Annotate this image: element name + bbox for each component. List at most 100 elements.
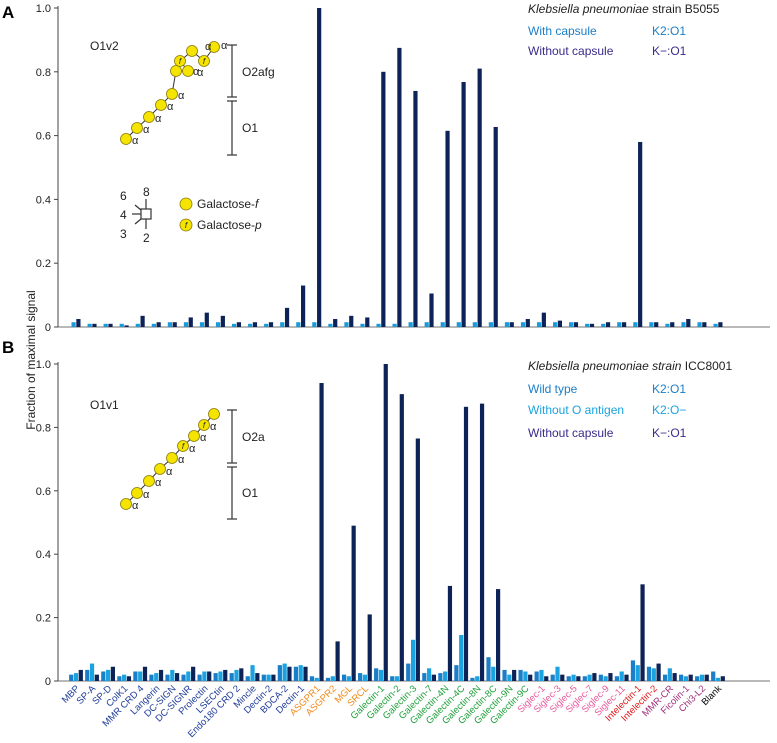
bar <box>138 671 143 681</box>
bar <box>443 671 448 681</box>
bar <box>89 663 95 681</box>
bar <box>699 674 705 681</box>
glycan-a-segment-label: O1 <box>242 121 258 135</box>
key-pos-6: 6 <box>120 189 127 203</box>
bar <box>704 674 709 681</box>
bar <box>555 666 560 681</box>
bar <box>422 673 427 681</box>
bar <box>158 669 164 681</box>
bar <box>330 676 335 681</box>
bar <box>720 676 725 681</box>
bar <box>261 674 266 681</box>
bar <box>309 676 315 681</box>
legend-a-title-italic: Klebsiella pneumoniae <box>528 2 649 16</box>
bar <box>255 673 260 681</box>
furanose-letter: f <box>179 57 182 66</box>
bar <box>172 322 177 327</box>
key-galactose-p-suffix: p <box>254 218 262 232</box>
bar <box>544 676 549 681</box>
bar <box>87 323 92 327</box>
bar <box>85 669 90 681</box>
legend-a-title-rest: strain B5055 <box>649 2 720 16</box>
bar <box>236 322 241 327</box>
galactose-residue <box>143 111 155 123</box>
y-tick-label: 0.4 <box>36 194 51 206</box>
bar <box>424 322 429 327</box>
galactose-residue <box>166 88 178 100</box>
galactose-residue <box>174 55 186 67</box>
bar <box>140 315 145 327</box>
galactose-p-symbol-letter: f <box>185 221 188 230</box>
bar <box>619 671 624 681</box>
bar <box>472 322 477 327</box>
galactose-residue <box>131 122 143 134</box>
bar <box>470 677 475 681</box>
alpha-linkage: α <box>132 135 139 147</box>
bar <box>207 671 212 681</box>
bar <box>454 665 459 681</box>
bar <box>672 673 677 681</box>
bar <box>383 364 388 681</box>
bar <box>394 676 400 681</box>
bar <box>560 674 565 681</box>
bar <box>438 673 443 681</box>
bar <box>234 669 239 681</box>
bar <box>408 322 413 327</box>
bar <box>367 614 372 681</box>
galactose-residue <box>154 463 166 475</box>
glycan-b-name: O1v1 <box>90 398 119 412</box>
bar <box>491 666 496 681</box>
bar <box>298 665 303 681</box>
bar <box>589 323 595 327</box>
key-galactose-f-text: Galactose- <box>197 197 255 211</box>
bar <box>245 676 250 681</box>
bar <box>702 322 707 327</box>
key-pos-3: 3 <box>120 227 127 241</box>
bar <box>397 47 402 328</box>
bar <box>624 674 629 681</box>
panel-a-bars <box>71 8 723 328</box>
bar <box>566 676 571 681</box>
bar <box>346 676 351 681</box>
y-tick-label: 1.0 <box>36 359 51 371</box>
key-galactose-f-suffix: f <box>255 197 260 211</box>
bar <box>282 663 287 681</box>
galactose-residue <box>170 65 182 77</box>
bar <box>640 584 645 681</box>
bar <box>314 677 319 681</box>
bar <box>287 666 292 681</box>
bar <box>459 635 464 681</box>
bar <box>333 319 338 327</box>
bar <box>585 323 590 327</box>
bar <box>557 320 562 327</box>
bar <box>429 293 434 327</box>
bar <box>525 319 530 327</box>
glycan-a-segment-label: O2afg <box>242 65 275 79</box>
legend-a-title: Klebsiella pneumoniae strain B5055 <box>528 2 720 16</box>
legend-b-entry-name: Wild type <box>528 382 578 396</box>
bar <box>204 312 209 327</box>
bar <box>695 676 700 681</box>
bar <box>670 322 675 327</box>
bar <box>486 657 491 681</box>
galactose-residue <box>155 99 167 111</box>
bar <box>456 322 461 327</box>
bar <box>463 406 469 681</box>
bar <box>635 665 640 681</box>
bar <box>622 322 627 327</box>
bar <box>124 325 129 327</box>
furanose-letter: f <box>203 57 206 66</box>
alpha-linkage: α <box>132 500 139 512</box>
monosaccharide-key: Galactose-f f Galactose-p <box>179 197 262 232</box>
key-square <box>140 208 152 220</box>
bar <box>679 674 684 681</box>
bar <box>175 673 180 681</box>
bar <box>181 674 186 681</box>
bar <box>550 674 555 681</box>
bar <box>220 315 225 327</box>
legend-b-entry-code: K−:O1 <box>652 426 687 440</box>
key-pos-4: 4 <box>120 208 127 222</box>
bar <box>390 676 395 681</box>
bar <box>399 394 404 681</box>
